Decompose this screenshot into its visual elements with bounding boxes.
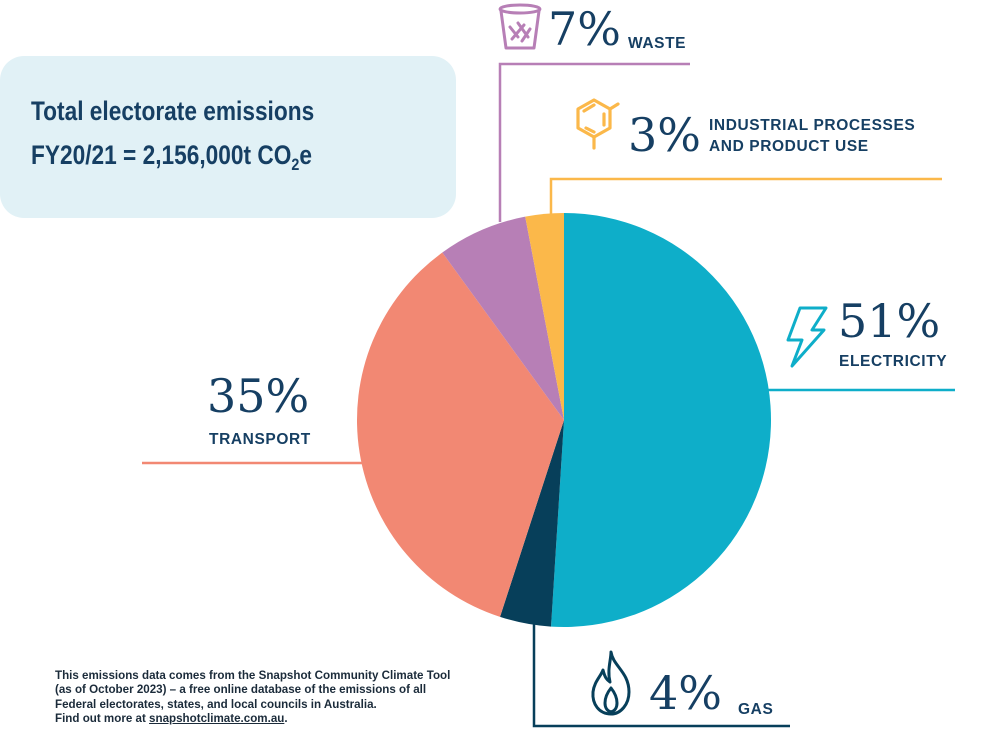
slice-waste — [442, 216, 564, 420]
flame-icon — [591, 650, 631, 716]
footnote-line4-prefix: Find out more at — [55, 711, 150, 725]
transport-percent: 35% — [207, 369, 310, 423]
slice-electricity — [551, 213, 771, 627]
chart-title: Total electorate emissions — [31, 96, 315, 126]
chart-subtitle: FY20/21 = 2,156,000t CO2e — [31, 140, 312, 175]
footnote-line2: (as of October 2023) – a free online dat… — [55, 683, 427, 697]
industrial-leader-line — [549, 177, 942, 214]
gas-percent: 4% — [649, 666, 722, 720]
electricity-label: ELECTRICITY — [839, 353, 948, 370]
footnote-line4: Find out more at snapshotclimate.com.au. — [55, 712, 525, 726]
molecule-icon — [576, 98, 620, 150]
source-footnote: This emissions data comes from the Snaps… — [55, 669, 525, 726]
industrial-label-line2: AND PRODUCT USE — [709, 138, 869, 155]
title-panel: Total electorate emissions FY20/21 = 2,1… — [0, 56, 456, 218]
electricity-percent: 51% — [838, 294, 941, 348]
footnote-line4-suffix: . — [284, 711, 288, 725]
industrial-label-line1: INDUSTRIAL PROCESSES — [709, 117, 916, 134]
footnote-line1: This emissions data comes from the Snaps… — [55, 669, 451, 682]
lightning-icon — [786, 306, 828, 368]
gas-label: GAS — [738, 701, 774, 718]
slice-transport — [357, 252, 564, 617]
waste-leader-line — [498, 62, 690, 222]
footnote-line3: Federal electorates, states, and local c… — [55, 697, 377, 711]
waste-bin-icon — [498, 3, 542, 50]
slice-gas — [500, 420, 564, 627]
waste-percent: 7% — [548, 2, 621, 56]
snapshot-climate-link[interactable]: snapshotclimate.com.au — [149, 711, 285, 725]
transport-label: TRANSPORT — [209, 431, 311, 448]
waste-label: WASTE — [628, 35, 687, 52]
subtitle-suffix: e — [299, 140, 312, 170]
slice-industrial-processes-and-product-use — [525, 213, 564, 420]
subtitle-text: FY20/21 = 2,156,000t CO — [31, 140, 292, 170]
pie-slices — [357, 213, 771, 627]
subtitle-subscript: 2 — [291, 155, 300, 174]
gas-leader-line — [532, 622, 790, 728]
industrial-percent: 3% — [628, 108, 701, 162]
